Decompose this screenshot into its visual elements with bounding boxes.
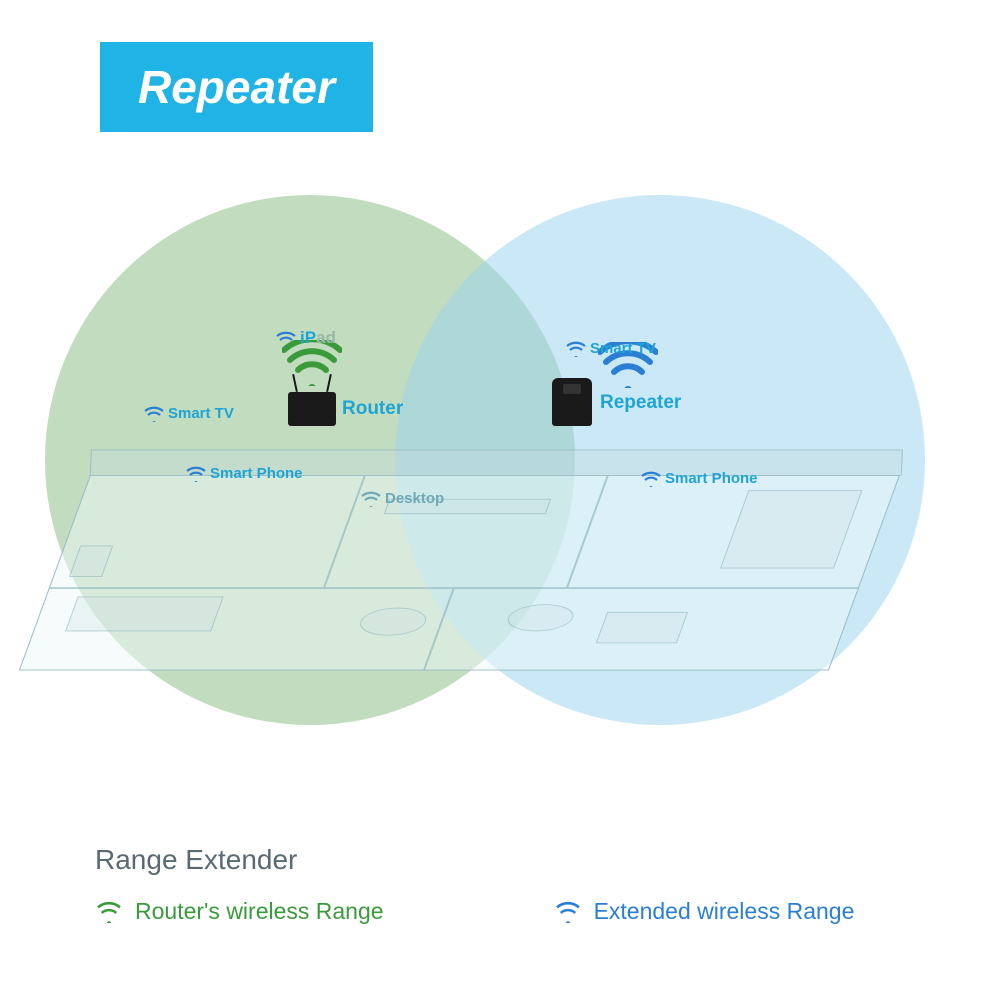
floorplan	[19, 475, 900, 671]
legend-item-extended: Extended wireless Range	[554, 898, 855, 925]
repeater-device	[552, 378, 592, 426]
legend-row: Router's wireless Range Extended wireles…	[95, 898, 915, 925]
ipad-label: iPad	[275, 328, 336, 348]
table-3	[596, 612, 688, 643]
smarttv-right-label: Smart TV	[565, 340, 656, 357]
label-text: Smart Phone	[665, 470, 758, 487]
smartphone-left-label: Smart Phone	[185, 465, 303, 482]
label-text: Smart TV	[168, 405, 234, 422]
router-label: Router	[342, 398, 403, 420]
legend-area: Range Extender Router's wireless Range E…	[95, 844, 915, 925]
title-banner: Repeater	[100, 42, 373, 132]
wifi-icon	[143, 406, 165, 422]
wifi-icon	[565, 341, 587, 357]
wifi-icon	[95, 901, 123, 923]
diagram-area: Router Repeater iPad Smart TV Smart Phon…	[0, 155, 1000, 775]
label-text: Smart Phone	[210, 465, 303, 482]
legend-label: Router's wireless Range	[135, 898, 384, 925]
legend-item-router: Router's wireless Range	[95, 898, 384, 925]
sofa	[65, 596, 224, 631]
wifi-icon	[640, 471, 662, 487]
wifi-icon	[185, 466, 207, 482]
wifi-icon	[275, 331, 297, 347]
label-text: Smart TV	[590, 340, 656, 357]
wifi-icon	[554, 901, 582, 923]
smarttv-left-label: Smart TV	[143, 405, 234, 422]
legend-title: Range Extender	[95, 844, 915, 876]
router-device	[288, 392, 336, 426]
smartphone-right-label: Smart Phone	[640, 470, 758, 487]
desktop-label: Desktop	[360, 490, 444, 507]
repeater-label: Repeater	[600, 392, 681, 414]
wifi-icon	[360, 491, 382, 507]
legend-label: Extended wireless Range	[594, 898, 855, 925]
label-text: Desktop	[385, 490, 444, 507]
